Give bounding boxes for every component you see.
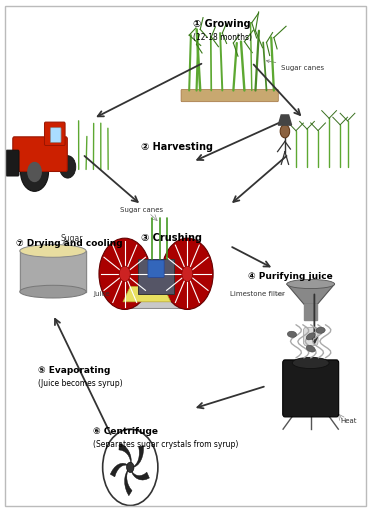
FancyBboxPatch shape	[50, 127, 61, 142]
Ellipse shape	[306, 346, 315, 352]
Polygon shape	[284, 393, 293, 415]
Circle shape	[103, 429, 158, 505]
Polygon shape	[317, 394, 326, 415]
Polygon shape	[131, 471, 150, 480]
Polygon shape	[123, 287, 171, 302]
Polygon shape	[301, 400, 309, 415]
Text: (Separates sugar crystals from syrup): (Separates sugar crystals from syrup)	[93, 440, 239, 449]
FancyBboxPatch shape	[122, 285, 190, 308]
Text: ② Harvesting: ② Harvesting	[141, 141, 213, 152]
Circle shape	[119, 266, 130, 282]
FancyBboxPatch shape	[45, 122, 65, 145]
Text: ④ Purifying juice: ④ Purifying juice	[248, 272, 333, 281]
Circle shape	[182, 266, 193, 282]
Polygon shape	[323, 394, 332, 415]
Circle shape	[127, 462, 134, 473]
Text: Heat: Heat	[340, 418, 357, 424]
Circle shape	[99, 238, 151, 309]
Text: Sugar canes: Sugar canes	[120, 207, 163, 212]
FancyBboxPatch shape	[138, 259, 174, 294]
Polygon shape	[110, 463, 128, 477]
Polygon shape	[312, 396, 321, 415]
Polygon shape	[295, 400, 304, 415]
Polygon shape	[306, 393, 315, 415]
Ellipse shape	[287, 280, 335, 289]
Polygon shape	[328, 394, 337, 415]
Text: ⑦ Drying and cooling: ⑦ Drying and cooling	[16, 239, 123, 248]
Ellipse shape	[306, 333, 315, 340]
Circle shape	[60, 156, 76, 178]
Polygon shape	[304, 304, 317, 319]
Polygon shape	[125, 470, 132, 496]
Text: ③ Crushing: ③ Crushing	[141, 233, 202, 243]
Circle shape	[280, 124, 290, 138]
Polygon shape	[133, 445, 144, 467]
Ellipse shape	[292, 357, 329, 369]
Circle shape	[161, 238, 213, 309]
Ellipse shape	[20, 285, 86, 298]
Text: ① Growing: ① Growing	[193, 19, 250, 29]
Text: (Juice becomes syrup): (Juice becomes syrup)	[38, 379, 123, 388]
Polygon shape	[290, 398, 299, 415]
Text: (12-18 months): (12-18 months)	[193, 33, 252, 41]
Polygon shape	[287, 284, 335, 304]
FancyBboxPatch shape	[283, 360, 339, 417]
Polygon shape	[119, 443, 131, 463]
Polygon shape	[20, 251, 86, 292]
Polygon shape	[278, 115, 292, 125]
FancyBboxPatch shape	[6, 150, 19, 176]
FancyBboxPatch shape	[181, 90, 278, 102]
FancyBboxPatch shape	[148, 260, 164, 278]
FancyBboxPatch shape	[303, 327, 318, 346]
Text: ⑤ Evaporating: ⑤ Evaporating	[38, 366, 111, 375]
Ellipse shape	[288, 331, 296, 337]
Text: Sugar: Sugar	[60, 233, 83, 243]
Circle shape	[20, 153, 49, 191]
Text: Juice: Juice	[93, 291, 110, 297]
FancyBboxPatch shape	[13, 137, 67, 172]
Text: ⑥ Centrifuge: ⑥ Centrifuge	[93, 427, 158, 436]
Text: Sugar canes: Sugar canes	[266, 60, 324, 71]
Ellipse shape	[20, 245, 86, 257]
Circle shape	[27, 162, 42, 182]
Text: Limestone filter: Limestone filter	[230, 291, 285, 297]
Ellipse shape	[316, 327, 325, 333]
